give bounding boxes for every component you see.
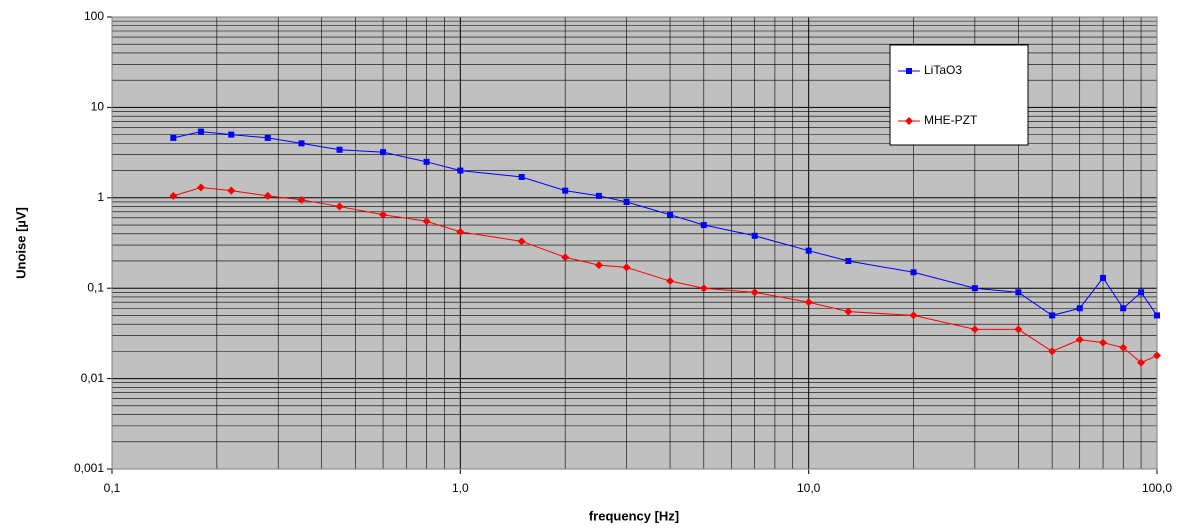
marker xyxy=(169,191,178,200)
marker xyxy=(227,186,236,195)
marker xyxy=(518,173,525,180)
marker xyxy=(909,311,918,320)
marker xyxy=(905,117,913,125)
legend-label: MHE-PZT xyxy=(924,113,978,127)
marker xyxy=(666,277,675,286)
x-tick-label: 100,0 xyxy=(1142,481,1172,495)
marker xyxy=(456,227,465,236)
marker xyxy=(1154,312,1160,319)
marker xyxy=(1100,274,1107,281)
marker xyxy=(1049,312,1056,319)
marker xyxy=(1075,335,1084,344)
marker xyxy=(1099,338,1108,347)
y-axis-title: Unoise [µV] xyxy=(13,207,28,279)
marker xyxy=(1153,351,1161,360)
marker xyxy=(1137,358,1146,367)
marker xyxy=(623,198,630,205)
marker xyxy=(970,325,979,334)
legend-box xyxy=(889,44,1029,146)
legend-label: LiTaO3 xyxy=(924,63,962,77)
marker xyxy=(622,263,631,272)
x-tick-label: 1,0 xyxy=(452,481,469,495)
marker xyxy=(699,284,708,293)
y-tick-label: 100 xyxy=(84,9,104,23)
marker xyxy=(751,232,758,239)
marker xyxy=(561,253,570,262)
marker xyxy=(517,237,526,246)
marker xyxy=(197,128,204,135)
marker xyxy=(910,269,917,276)
x-tick-label: 10,0 xyxy=(797,481,821,495)
marker xyxy=(1119,343,1128,352)
marker xyxy=(971,285,978,292)
marker xyxy=(1014,325,1023,334)
marker xyxy=(562,187,569,194)
marker xyxy=(1015,289,1022,296)
marker xyxy=(805,247,812,254)
marker xyxy=(804,298,813,307)
marker xyxy=(1048,347,1057,356)
marker xyxy=(263,191,272,200)
marker xyxy=(170,134,177,141)
marker xyxy=(700,222,707,229)
marker xyxy=(845,257,852,264)
marker xyxy=(1076,305,1083,312)
marker xyxy=(457,167,464,174)
marker xyxy=(297,195,306,204)
x-axis-title: frequency [Hz] xyxy=(589,508,679,523)
y-tick-label: 0,001 xyxy=(74,461,104,475)
y-tick-label: 1 xyxy=(97,190,104,204)
marker xyxy=(595,192,602,199)
marker xyxy=(379,210,388,219)
marker xyxy=(750,288,759,297)
marker xyxy=(264,134,271,141)
marker xyxy=(667,211,674,218)
marker xyxy=(906,68,912,74)
plot-border xyxy=(111,16,1158,470)
marker xyxy=(196,183,205,192)
marker xyxy=(336,146,343,153)
marker xyxy=(423,158,430,165)
marker xyxy=(380,149,387,156)
y-tick-label: 0,01 xyxy=(81,371,105,385)
x-tick-label: 0,1 xyxy=(104,481,121,495)
y-tick-label: 10 xyxy=(91,100,105,114)
marker xyxy=(298,140,305,147)
marker xyxy=(335,202,344,211)
marker xyxy=(594,261,603,270)
marker xyxy=(422,217,431,226)
y-tick-label: 0,1 xyxy=(87,280,104,294)
marker xyxy=(844,307,853,316)
marker xyxy=(1120,305,1127,312)
marker xyxy=(1138,289,1145,296)
marker xyxy=(228,131,235,138)
